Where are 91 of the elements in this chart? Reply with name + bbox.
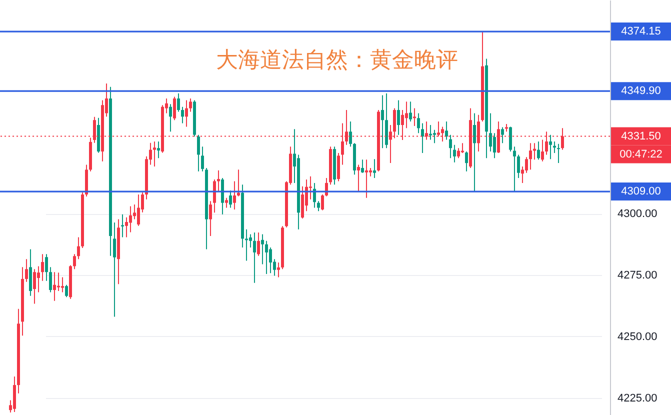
- candlestick: [321, 194, 324, 211]
- candlestick: [361, 159, 364, 174]
- candlestick: [61, 276, 64, 293]
- candlestick: [169, 104, 172, 132]
- candlestick: [125, 216, 128, 238]
- candlestick: [357, 164, 360, 192]
- candlestick: [349, 121, 352, 148]
- candlestick: [225, 197, 228, 208]
- candlestick: [221, 178, 224, 215]
- candlestick: [45, 254, 48, 282]
- candlestick: [201, 146, 204, 172]
- candlestick: [237, 169, 240, 197]
- candlestick: [197, 134, 200, 172]
- candlestick: [33, 268, 36, 304]
- candlestick: [269, 247, 272, 274]
- candlestick: [449, 134, 452, 159]
- candlestick: [253, 232, 256, 284]
- candlestick: [337, 152, 340, 182]
- candlestick: [113, 222, 116, 318]
- candlestick: [257, 232, 260, 256]
- candlestick: [429, 124, 432, 140]
- candlestick: [509, 126, 512, 152]
- candlestick: [137, 194, 140, 226]
- candlestick: [457, 148, 460, 159]
- candlestick: [229, 190, 232, 208]
- candlestick: [557, 143, 560, 164]
- candlestick: [465, 151, 468, 172]
- candlestick: [77, 236, 80, 260]
- candlestick: [265, 240, 268, 275]
- candlestick: [233, 180, 236, 210]
- candlestick: [181, 106, 184, 124]
- candlestick: [541, 139, 544, 162]
- candlestick: [213, 179, 216, 214]
- candlestick: [433, 129, 436, 144]
- candlestick: [153, 140, 156, 167]
- candlestick: [405, 101, 408, 129]
- candlestick: [317, 200, 320, 212]
- candlestick: [53, 272, 56, 302]
- candlestick: [489, 112, 492, 152]
- candlestick: [49, 266, 52, 293]
- candlestick: [529, 142, 532, 170]
- candlestick: [157, 140, 160, 159]
- y-tick-label: 4300.00: [618, 208, 658, 220]
- candlestick: [501, 126, 504, 144]
- candlestick: [129, 206, 132, 233]
- candlestick: [185, 100, 188, 128]
- candlestick: [29, 248, 32, 296]
- candlestick: [517, 154, 520, 179]
- candlestick: [381, 94, 384, 149]
- ref-line-label: 4349.90: [621, 85, 661, 98]
- y-tick-label: 4250.00: [618, 330, 658, 343]
- ref-line-label: 4331.50: [621, 130, 661, 142]
- candlestick: [473, 112, 476, 192]
- candlestick: [301, 186, 304, 220]
- candlestick: [533, 142, 536, 160]
- candlestick: [493, 132, 496, 159]
- candlestick: [41, 254, 44, 282]
- candlestick: [525, 156, 528, 174]
- candlestick: [73, 254, 76, 270]
- candlestick: [57, 272, 60, 292]
- candlestick: [177, 92, 180, 112]
- candlestick: [413, 108, 416, 126]
- candlestick: [173, 96, 176, 121]
- text: 大海道法自然：黄金晚评: [216, 47, 458, 72]
- candlestick: [409, 101, 412, 122]
- candlestick: [397, 100, 400, 136]
- candlestick: [209, 200, 212, 236]
- ref-line-label: 4374.15: [621, 26, 661, 38]
- candlestick: [37, 266, 40, 293]
- candlestick: [417, 112, 420, 134]
- candlestick: [245, 228, 248, 262]
- candlestick: [549, 134, 552, 160]
- y-tick-label: 4225.00: [618, 392, 658, 404]
- candlestick: [513, 146, 516, 192]
- candlestick: [189, 98, 192, 112]
- candlestick: [13, 376, 16, 413]
- ref-line-label: 4309.00: [621, 186, 661, 198]
- candlestick: [445, 121, 448, 140]
- y-tick-label: 4275.00: [618, 270, 658, 282]
- text: 00:47:22: [620, 148, 662, 160]
- candlestick: [365, 159, 368, 198]
- candlestick: [249, 234, 252, 248]
- candlestick: [373, 158, 376, 179]
- candlestick: [25, 258, 28, 282]
- candlestick: [421, 122, 424, 154]
- candlestick: [121, 214, 124, 238]
- candlestick: [261, 234, 264, 265]
- candlestick: [65, 284, 68, 298]
- candlestick: [453, 144, 456, 163]
- candlestick: [537, 140, 540, 160]
- candlestick: [277, 262, 280, 278]
